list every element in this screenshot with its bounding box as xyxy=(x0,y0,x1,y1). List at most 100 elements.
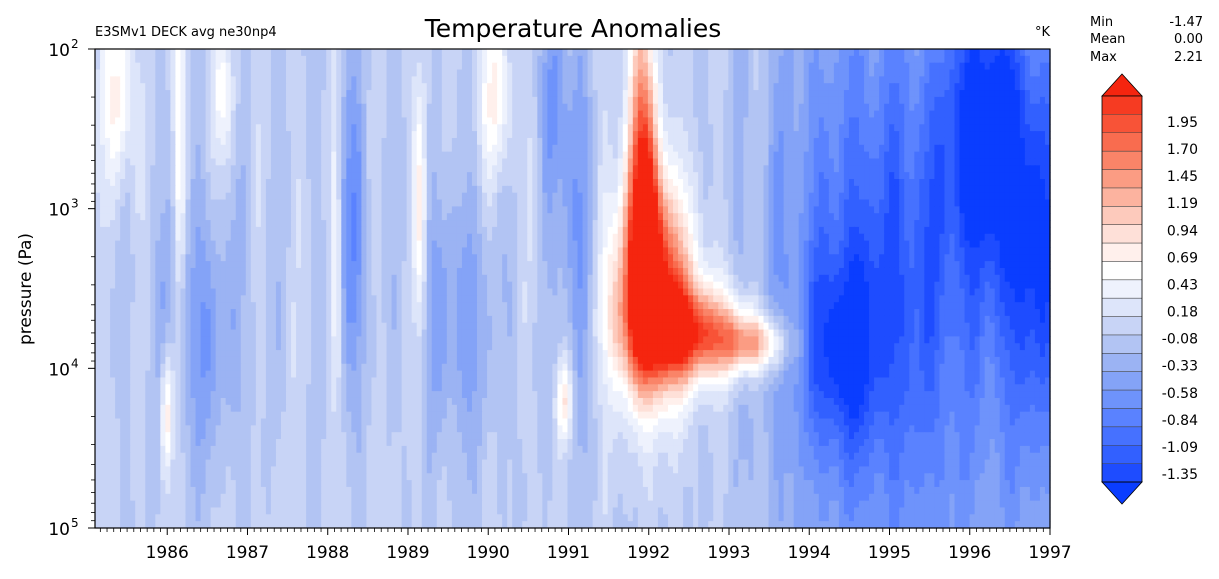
heatmap-cell xyxy=(828,90,835,98)
heatmap-cell xyxy=(421,55,428,64)
heatmap-cell xyxy=(632,220,639,228)
heatmap-cell xyxy=(210,137,217,146)
heatmap-cell xyxy=(728,206,734,214)
heatmap-cell xyxy=(909,90,915,98)
heatmap-cell xyxy=(728,55,734,64)
heatmap-cell xyxy=(848,185,855,194)
heatmap-cell xyxy=(215,55,222,64)
heatmap-cell xyxy=(848,172,855,180)
heatmap-cell xyxy=(748,179,755,187)
heatmap-cell xyxy=(180,213,187,221)
heatmap-cell xyxy=(215,158,222,166)
stats-max-label: Max xyxy=(1090,50,1117,65)
heatmap-cell xyxy=(502,185,508,194)
heatmap-cell xyxy=(1009,131,1016,139)
heatmap-cell xyxy=(250,55,257,64)
heatmap-cell xyxy=(185,83,192,91)
heatmap-cell xyxy=(220,179,227,187)
heatmap-cell xyxy=(351,117,357,125)
heatmap-cell xyxy=(441,110,448,119)
heatmap-cell xyxy=(723,76,729,84)
heatmap-cell xyxy=(698,165,704,173)
heatmap-cell xyxy=(874,137,880,146)
heatmap-cell xyxy=(698,103,704,112)
heatmap-cell xyxy=(778,165,785,173)
heatmap-cell xyxy=(652,69,659,77)
heatmap-cell xyxy=(964,69,971,77)
heatmap-cell xyxy=(426,151,433,160)
heatmap-cell xyxy=(718,110,724,119)
heatmap-cell xyxy=(180,165,187,173)
heatmap-cell xyxy=(577,185,584,194)
heatmap-cell xyxy=(110,131,116,139)
heatmap-cell xyxy=(391,110,398,119)
heatmap-cell xyxy=(205,226,212,235)
heatmap-cell xyxy=(95,144,101,153)
heatmap-cell xyxy=(296,110,302,119)
heatmap-cell xyxy=(195,179,202,187)
heatmap-cell xyxy=(321,76,327,84)
heatmap-cell xyxy=(964,137,971,146)
heatmap-cell xyxy=(517,206,523,214)
heatmap-cell xyxy=(944,213,951,221)
heatmap-cell xyxy=(431,49,438,57)
heatmap-cell xyxy=(1044,137,1051,146)
heatmap-cell xyxy=(215,199,222,207)
heatmap-cell xyxy=(813,151,820,160)
heatmap-cell xyxy=(733,144,739,153)
heatmap-cell xyxy=(406,220,413,228)
heatmap-cell xyxy=(110,220,116,228)
heatmap-cell xyxy=(155,213,161,221)
heatmap-cell xyxy=(808,103,815,112)
heatmap-cell xyxy=(969,124,976,132)
heatmap-cell xyxy=(200,179,207,187)
heatmap-cell xyxy=(1044,90,1051,98)
heatmap-cell xyxy=(260,144,267,153)
heatmap-cell xyxy=(265,69,272,77)
heatmap-cell xyxy=(100,83,106,91)
heatmap-cell xyxy=(175,158,182,166)
heatmap-cell xyxy=(120,83,126,91)
heatmap-cell xyxy=(195,158,202,166)
heatmap-cell xyxy=(557,96,564,105)
heatmap-cell xyxy=(693,151,699,160)
heatmap-cell xyxy=(220,172,227,180)
heatmap-cell xyxy=(798,158,805,166)
heatmap-cell xyxy=(919,206,925,214)
heatmap-cell xyxy=(105,137,111,146)
heatmap-cell xyxy=(275,172,282,180)
heatmap-cell xyxy=(753,179,760,187)
heatmap-cell xyxy=(979,185,986,194)
heatmap-cell xyxy=(431,206,438,214)
heatmap-cell xyxy=(813,199,820,207)
heatmap-cell xyxy=(999,117,1006,125)
heatmap-cell xyxy=(477,137,483,146)
heatmap-cell xyxy=(301,76,307,84)
heatmap-cell xyxy=(321,158,327,166)
heatmap-cell xyxy=(763,90,770,98)
heatmap-cell xyxy=(1024,131,1031,139)
heatmap-cell xyxy=(1014,179,1021,187)
heatmap-cell xyxy=(255,49,262,57)
heatmap-cell xyxy=(260,90,267,98)
heatmap-cell xyxy=(612,179,619,187)
heatmap-cell xyxy=(693,76,699,84)
heatmap-cell xyxy=(140,76,146,84)
heatmap-cell xyxy=(296,103,302,112)
heatmap-cell xyxy=(110,49,116,57)
heatmap-cell xyxy=(110,179,116,187)
heatmap-cell xyxy=(632,83,639,91)
heatmap-cell xyxy=(733,158,739,166)
heatmap-cell xyxy=(1024,158,1031,166)
heatmap-cell xyxy=(286,83,292,91)
heatmap-cell xyxy=(828,185,835,194)
heatmap-cell xyxy=(361,55,368,64)
heatmap-cell xyxy=(165,49,171,57)
heatmap-cell xyxy=(421,165,428,173)
heatmap-cell xyxy=(657,103,664,112)
heatmap-cell xyxy=(1024,96,1031,105)
heatmap-cell xyxy=(773,55,780,64)
heatmap-cell xyxy=(1034,76,1041,84)
heatmap-cell xyxy=(743,172,750,180)
heatmap-cell xyxy=(864,90,870,98)
